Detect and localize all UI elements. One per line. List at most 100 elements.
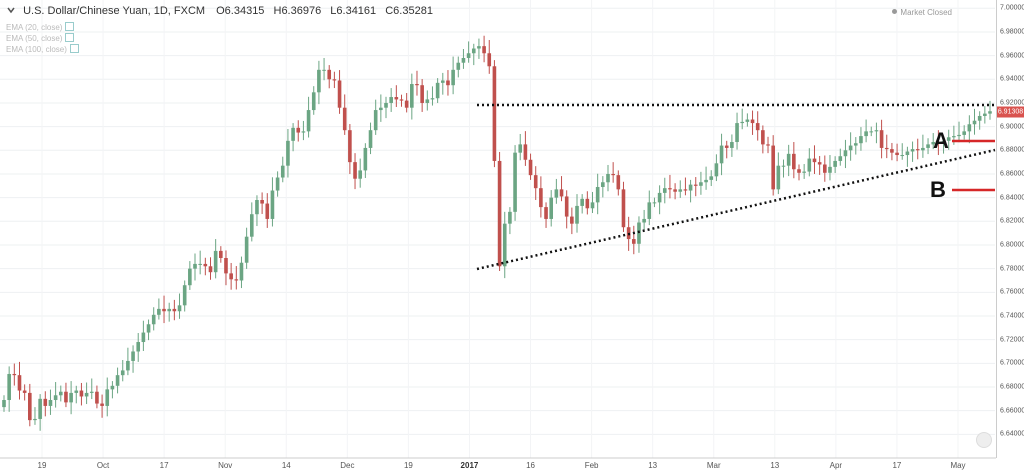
candle-down xyxy=(353,162,357,179)
candle-up xyxy=(239,262,244,281)
candle-up xyxy=(678,189,683,192)
candle-up xyxy=(440,80,445,83)
candle-up xyxy=(967,124,972,132)
candle-down xyxy=(327,69,332,80)
candle-down xyxy=(539,188,543,208)
candle-down xyxy=(895,152,899,156)
candle-up xyxy=(115,375,120,386)
candle-up xyxy=(193,263,197,269)
candle-up xyxy=(776,165,781,190)
candle-up xyxy=(952,136,956,138)
candle-up xyxy=(146,324,151,333)
candle-down xyxy=(12,373,17,376)
candle-up xyxy=(425,99,430,103)
indicator-ema-50[interactable]: EMA (50, close) xyxy=(6,33,75,43)
indicator-ema-100[interactable]: EMA (100, close) xyxy=(6,44,79,54)
candle-down xyxy=(162,308,166,312)
candle-down xyxy=(533,175,538,189)
candle-down xyxy=(399,99,404,101)
time-tick-label: 2017 xyxy=(460,461,479,470)
candle-up xyxy=(983,113,987,116)
candle-up xyxy=(322,69,326,71)
candle-up xyxy=(807,158,812,172)
settings-icon[interactable] xyxy=(65,33,75,42)
candle-up xyxy=(384,102,388,108)
candle-down xyxy=(219,250,223,258)
candle-up xyxy=(977,115,982,121)
price-axis[interactable] xyxy=(996,0,1024,458)
price-tick-label: 6.70000 xyxy=(1000,359,1024,367)
candle-up xyxy=(595,186,600,203)
time-tick-label: 13 xyxy=(770,461,780,470)
last-price-tag: 6.91308 xyxy=(997,106,1024,118)
annotation-a: A xyxy=(933,128,949,153)
candle-up xyxy=(513,152,517,212)
collapse-icon[interactable] xyxy=(6,5,16,15)
candle-down xyxy=(482,46,486,54)
ohlc-values: O6.34315 H6.36976 L6.34161 C6.35281 xyxy=(216,5,439,17)
time-tick-label: May xyxy=(950,461,966,470)
candle-up xyxy=(719,145,724,164)
candle-down xyxy=(766,144,770,146)
candle-up xyxy=(786,153,791,166)
candle-up xyxy=(177,305,182,312)
candle-down xyxy=(750,119,755,124)
price-tick-label: 6.64000 xyxy=(1000,430,1024,438)
candle-up xyxy=(110,385,115,390)
candle-down xyxy=(22,390,27,393)
support-trendline[interactable] xyxy=(476,148,996,271)
candle-up xyxy=(575,205,579,224)
price-tick-label: 6.88000 xyxy=(1000,146,1024,154)
price-tick-label: 6.94000 xyxy=(1000,75,1024,83)
candle-down xyxy=(616,175,621,190)
settings-icon[interactable] xyxy=(65,22,75,31)
low-value: L6.34161 xyxy=(330,5,377,17)
candle-up xyxy=(838,156,843,161)
candle-up xyxy=(910,149,915,152)
candle-up xyxy=(451,69,455,86)
candle-down xyxy=(404,100,409,108)
candle-down xyxy=(559,189,564,197)
candle-up xyxy=(647,202,652,219)
price-tick-label: 6.96000 xyxy=(1000,52,1024,60)
candle-down xyxy=(342,107,347,131)
candle-up xyxy=(126,360,130,371)
candle-up xyxy=(508,211,512,224)
candle-up xyxy=(946,137,951,141)
candle-up xyxy=(931,142,936,145)
candle-up xyxy=(518,144,523,153)
candle-up xyxy=(704,179,708,183)
price-tick-label: 6.72000 xyxy=(1000,336,1024,344)
close-value: C6.35281 xyxy=(385,5,433,17)
candle-up xyxy=(740,121,745,124)
candle-down xyxy=(332,79,337,81)
candle-down xyxy=(337,80,342,108)
candle-down xyxy=(224,257,228,274)
candle-up xyxy=(363,147,368,171)
candle-up xyxy=(781,165,786,167)
indicator-ema-20[interactable]: EMA (20, close) xyxy=(6,22,75,32)
time-tick-label: Oct xyxy=(96,461,110,470)
high-value: H6.36976 xyxy=(273,5,322,17)
time-tick-label: Feb xyxy=(584,461,599,470)
candle-up xyxy=(580,198,584,206)
candle-up xyxy=(972,120,977,125)
settings-icon[interactable] xyxy=(69,44,79,53)
market-status: Market Closed xyxy=(892,8,952,17)
annotation-b: B xyxy=(930,177,946,202)
candle-up xyxy=(874,130,879,132)
candle-up xyxy=(828,166,832,173)
candle-up xyxy=(859,136,863,144)
price-tick-label: 6.80000 xyxy=(1000,241,1024,249)
candle-up xyxy=(833,160,837,167)
price-tick-label: 6.98000 xyxy=(1000,28,1024,36)
candle-up xyxy=(275,177,280,191)
candle-down xyxy=(528,159,533,176)
candle-down xyxy=(487,53,492,67)
indicator-label: EMA (50, close) xyxy=(6,34,63,43)
candle-up xyxy=(642,218,646,223)
chart-settings-icon[interactable] xyxy=(976,432,992,448)
candle-down xyxy=(95,391,99,404)
